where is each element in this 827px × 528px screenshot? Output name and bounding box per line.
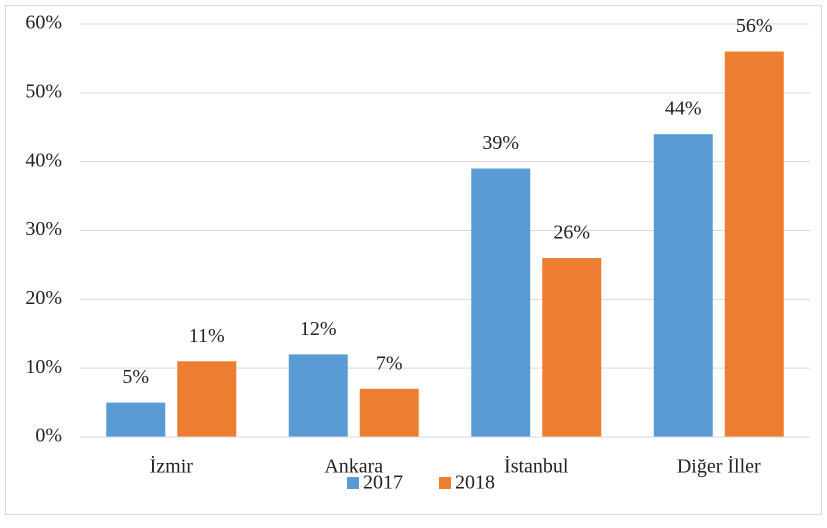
y-tick-label: 40% bbox=[25, 149, 62, 171]
bar bbox=[653, 134, 713, 437]
value-label: 39% bbox=[482, 132, 519, 154]
y-tick-label: 20% bbox=[25, 287, 62, 309]
legend-label: 2017 bbox=[363, 472, 403, 494]
legend-label: 2018 bbox=[455, 472, 495, 494]
x-tick-label: Diğer İller bbox=[677, 455, 761, 478]
bar bbox=[542, 258, 602, 437]
value-label: 7% bbox=[376, 352, 403, 374]
y-tick-label: 30% bbox=[25, 218, 62, 240]
bar bbox=[359, 388, 419, 437]
bar bbox=[288, 354, 348, 437]
x-tick-label: İzmir bbox=[150, 455, 194, 478]
x-tick-label: Ankara bbox=[324, 456, 383, 478]
y-tick-label: 60% bbox=[25, 12, 62, 34]
bar bbox=[471, 168, 531, 438]
bar bbox=[106, 402, 166, 437]
legend-swatch bbox=[347, 477, 359, 489]
bar bbox=[177, 361, 237, 437]
y-tick-label: 10% bbox=[25, 356, 62, 378]
value-label: 26% bbox=[553, 222, 590, 244]
legend-swatch bbox=[439, 477, 451, 489]
value-label: 56% bbox=[736, 15, 773, 37]
x-tick-label: İstanbul bbox=[504, 455, 569, 478]
value-label: 11% bbox=[189, 325, 225, 347]
value-label: 12% bbox=[300, 318, 337, 340]
y-tick-label: 50% bbox=[25, 80, 62, 102]
y-tick-label: 0% bbox=[35, 425, 62, 447]
value-label: 5% bbox=[122, 366, 149, 388]
bar bbox=[724, 51, 784, 438]
value-label: 44% bbox=[665, 98, 702, 120]
